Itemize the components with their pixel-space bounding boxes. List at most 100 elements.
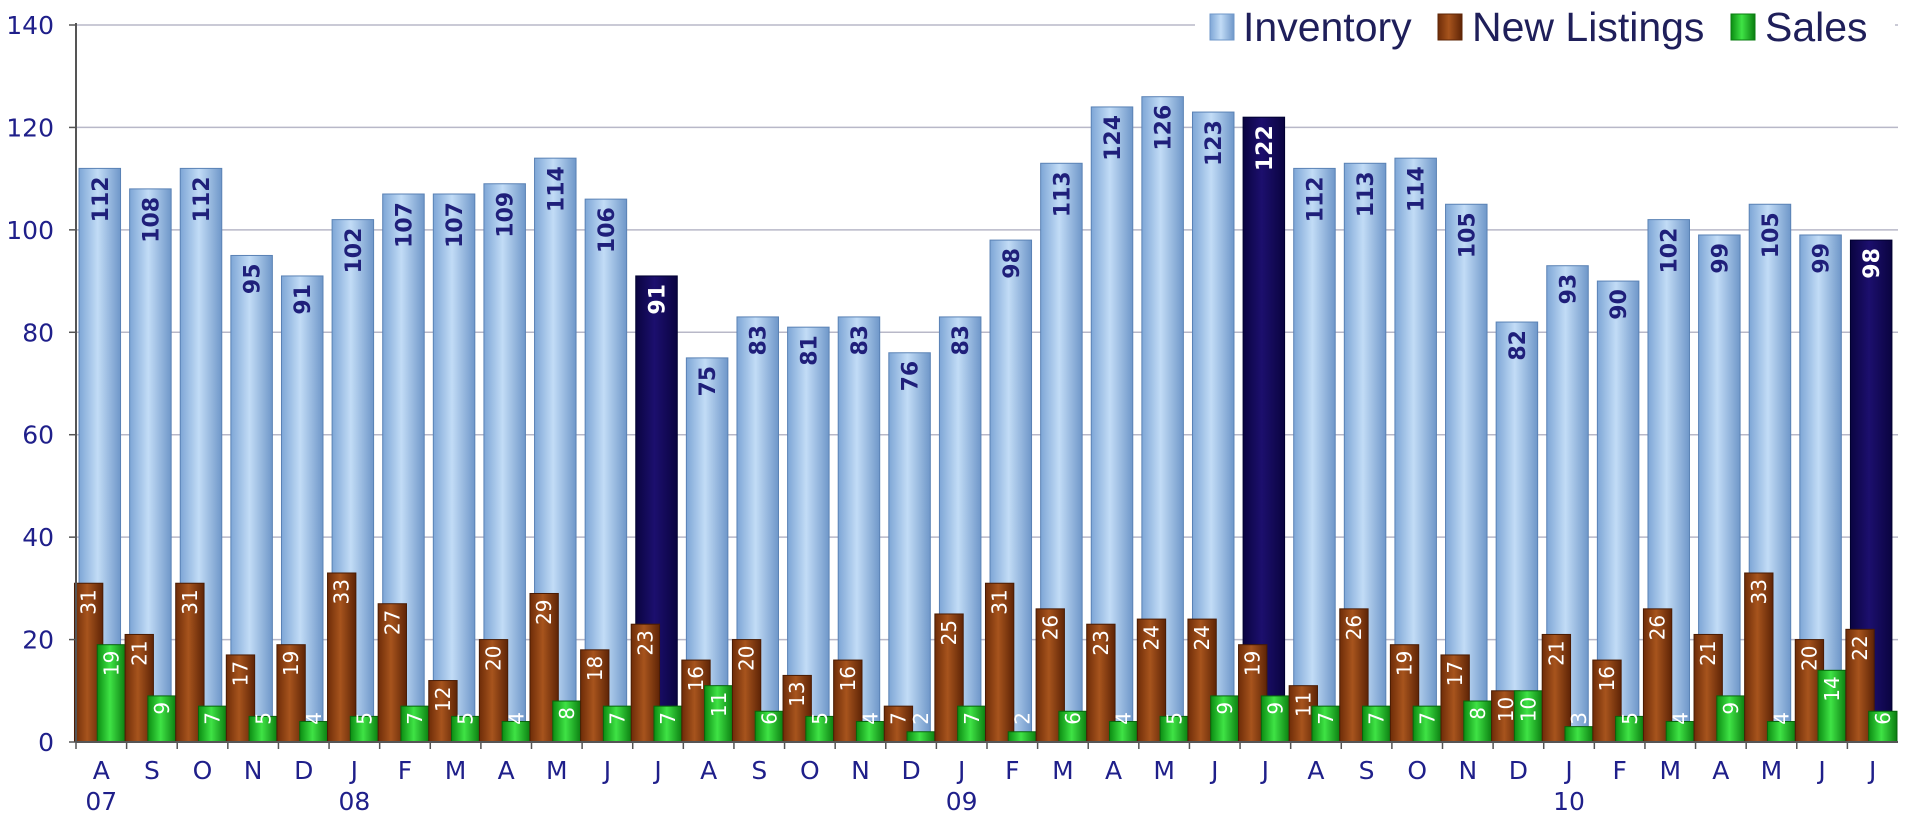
x-tick-label: J [1563, 756, 1572, 785]
inventory-value-label: 124 [1101, 115, 1126, 161]
sales-value-label: 5 [808, 712, 832, 725]
sales-value-label: 7 [1365, 712, 1389, 725]
new-listings-value-label: 19 [1241, 651, 1265, 676]
x-tick-label: S [751, 756, 767, 785]
new-listings-bar [428, 680, 458, 743]
sales-value-label: 6 [1061, 712, 1085, 725]
sales-value-label: 11 [707, 692, 731, 717]
sales-value-label: 5 [1162, 712, 1186, 725]
inventory-value-label: 102 [342, 228, 367, 274]
x-tick-label: M [445, 756, 467, 785]
sales-value-label: 5 [251, 712, 275, 725]
legend: Inventory New Listings Sales [1195, 4, 1895, 50]
x-tick-label: A [1712, 756, 1729, 785]
sales-bar [1159, 715, 1189, 743]
sales-value-label: 5 [454, 712, 478, 725]
x-tick-label: O [1407, 756, 1427, 785]
x-tick-label: M [1153, 756, 1175, 785]
new-listings-value-label: 18 [583, 656, 607, 681]
y-tick-label: 20 [22, 626, 54, 655]
inventory-bar [787, 326, 830, 743]
inventory-value-label: 113 [1050, 171, 1075, 217]
legend-swatch-new-listings [1437, 13, 1463, 41]
inventory-value-label: 83 [949, 325, 974, 356]
inventory-value-label: 95 [241, 263, 266, 294]
new-listings-value-label: 16 [1595, 666, 1619, 691]
x-tick-label: N [1458, 756, 1477, 785]
sales-bar [1817, 669, 1847, 743]
new-listings-value-label: 24 [1139, 625, 1163, 650]
new-listings-value-label: 7 [886, 712, 910, 725]
sales-value-label: 5 [352, 712, 376, 725]
sales-bar [1564, 726, 1594, 743]
new-listings-value-label: 16 [684, 666, 708, 691]
x-tick-label: F [1612, 756, 1626, 785]
legend-background [1195, 6, 1895, 46]
inventory-value-label: 76 [899, 361, 924, 392]
gridlines [76, 24, 1898, 641]
new-listings-value-label: 31 [988, 589, 1012, 614]
sales-value-label: 9 [1263, 702, 1287, 715]
x-year-label: 08 [338, 787, 370, 816]
x-tick-label: M [1659, 756, 1681, 785]
new-listings-value-label: 21 [1544, 640, 1568, 665]
sales-value-label: 19 [99, 651, 123, 676]
sales-value-label: 2 [909, 712, 933, 725]
inventory-value-label: 109 [494, 192, 519, 238]
sales-value-label: 10 [1517, 697, 1541, 722]
sales-value-label: 4 [302, 712, 326, 725]
new-listings-value-label: 24 [1190, 625, 1214, 650]
inventory-value-label: 98 [1860, 248, 1885, 279]
new-listings-value-label: 26 [1038, 615, 1062, 640]
legend-label-inventory: Inventory [1243, 4, 1412, 50]
x-year-label: 09 [946, 787, 978, 816]
x-tick-label: M [1761, 756, 1783, 785]
inventory-value-label: 106 [595, 207, 620, 253]
new-listings-value-label: 33 [330, 579, 354, 604]
inventory-value-label: 98 [1000, 248, 1025, 279]
x-tick-label: A [1307, 756, 1324, 785]
sales-value-label: 8 [555, 707, 579, 720]
y-tick-label: 100 [6, 216, 54, 245]
inventory-value-label: 126 [1152, 105, 1177, 151]
inventory-value-label: 112 [190, 176, 215, 222]
inventory-value-label: 93 [1557, 274, 1582, 305]
new-listings-value-label: 19 [279, 651, 303, 676]
x-tick-label: J [652, 756, 661, 785]
new-listings-value-label: 21 [1696, 640, 1720, 665]
sales-value-label: 4 [504, 712, 528, 725]
x-tick-label: J [956, 756, 965, 785]
legend-swatch-inventory [1209, 13, 1235, 41]
sales-value-label: 9 [150, 702, 174, 715]
inventory-value-label: 108 [139, 197, 164, 243]
data-labels: 1123119108219112317951759119410233510727… [77, 105, 1895, 725]
sales-bar [96, 644, 127, 743]
x-tick-label: D [294, 756, 313, 785]
sales-value-label: 7 [403, 712, 427, 725]
inventory-value-label: 112 [89, 176, 114, 222]
sales-bar [1007, 731, 1038, 743]
new-listings-value-label: 17 [228, 661, 252, 686]
inventory-value-label: 99 [1708, 243, 1733, 274]
x-tick-label: F [398, 756, 412, 785]
inventory-bar [1293, 167, 1336, 743]
inventory-value-label: 107 [392, 202, 417, 248]
sales-value-label: 6 [1871, 712, 1895, 725]
sales-bar [754, 710, 785, 743]
axes: 0 20 40 60 80 100 120 140 A S O N D J F M A M J J A S O N D J F M A M… [6, 11, 1898, 816]
sales-value-label: 4 [1112, 712, 1136, 725]
sales-value-label: 7 [960, 712, 984, 725]
inventory-value-label: 83 [848, 325, 873, 356]
inventory-value-label: 112 [1303, 176, 1328, 222]
x-tick-label: M [1052, 756, 1074, 785]
sales-value-label: 9 [1719, 702, 1743, 715]
x-tick-label: O [800, 756, 820, 785]
inventory-value-label: 82 [1506, 330, 1531, 361]
inventory-value-label: 114 [1405, 166, 1430, 212]
inventory-value-label: 102 [1658, 228, 1683, 274]
inventory-value-label: 75 [696, 366, 721, 397]
new-listings-value-label: 11 [1291, 692, 1315, 717]
inventory-value-label: 123 [1202, 120, 1227, 166]
sales-bar [906, 731, 936, 743]
y-tick-label: 0 [38, 728, 54, 757]
